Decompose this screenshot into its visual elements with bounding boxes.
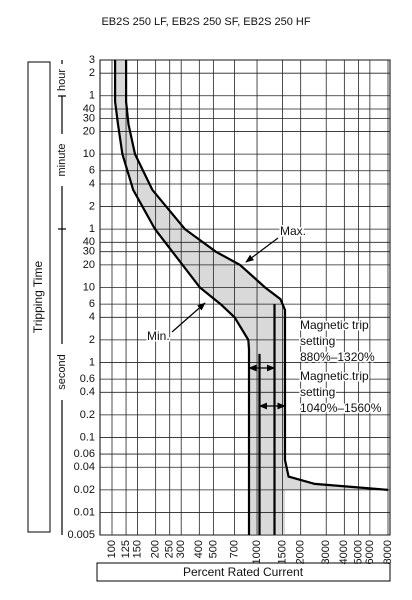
x-tick-label: 200 [150, 540, 162, 558]
x-tick-label: 300 [175, 540, 187, 558]
y-tick-label: 0.01 [74, 506, 95, 518]
tolerance-band [115, 60, 388, 535]
y-tick-label: 20 [83, 259, 95, 271]
annotation: setting [300, 385, 335, 399]
y-label-box [27, 61, 51, 533]
y-tick-label: 40 [83, 236, 95, 248]
unit-label: minute [56, 143, 68, 176]
x-tick-label: 2000 [295, 540, 307, 564]
y-tick-label: 10 [83, 148, 95, 160]
y-tick-label: 1 [89, 223, 95, 235]
y-tick-label: 3 [89, 54, 95, 66]
y-tick-label: 30 [83, 246, 95, 258]
y-tick-label: 0.4 [80, 386, 95, 398]
y-axis-label: Tripping Time [31, 261, 45, 334]
arrow [245, 237, 279, 263]
x-tick-label: 6000 [364, 540, 376, 564]
annotation: 880%–1320% [300, 350, 375, 364]
x-tick-label: 500 [207, 540, 219, 558]
x-tick-label: 150 [131, 540, 143, 558]
x-tick-label: 1000 [251, 540, 263, 564]
y-tick-label: 4 [89, 311, 95, 323]
unit-label: second [56, 354, 68, 389]
x-tick-label: 250 [164, 540, 176, 558]
y-tick-label: 0.04 [74, 461, 95, 473]
x-label-box [96, 562, 391, 582]
x-tick-label: 400 [193, 540, 205, 558]
y-tick-label: 6 [89, 165, 95, 177]
y-tick-label: 1 [89, 90, 95, 102]
y-tick-label: 30 [83, 112, 95, 124]
y-tick-label: 10 [83, 281, 95, 293]
y-tick-label: 1 [89, 356, 95, 368]
y-tick-label: 6 [89, 298, 95, 310]
x-tick-label: 3000 [320, 540, 332, 564]
unit-label: hour [56, 69, 68, 91]
x-axis-label: Percent Rated Current [183, 565, 304, 579]
x-tick-label: 125 [120, 540, 132, 558]
x-tick-label: 4000 [338, 540, 350, 564]
y-tick-label: 2 [89, 200, 95, 212]
curve [114, 60, 251, 535]
y-tick-label: 4 [89, 178, 95, 190]
y-tick-label: 40 [83, 103, 95, 115]
x-tick-label: 5000 [352, 540, 364, 564]
x-tick-label: 700 [228, 540, 240, 558]
annotation: Magnetic trip [300, 369, 369, 383]
annotation: Min. [147, 329, 170, 343]
y-tick-label: 2 [89, 67, 95, 79]
y-tick-label: 0.6 [80, 373, 95, 385]
y-tick-label: 0.06 [74, 448, 95, 460]
annotation: Max. [280, 224, 306, 238]
annotation: 1040%–1560% [300, 401, 382, 415]
y-tick-label: 0.2 [80, 409, 95, 421]
y-tick-label: 20 [83, 125, 95, 137]
annotation: Magnetic trip [300, 318, 369, 332]
y-tick-label: 0.1 [80, 431, 95, 443]
arrow [171, 302, 206, 333]
unit-brackets [58, 60, 66, 535]
annotation: setting [300, 334, 335, 348]
y-tick-label: 0.005 [67, 529, 95, 541]
x-tick-label: 1500 [276, 540, 288, 564]
y-tick-label: 2 [89, 334, 95, 346]
x-tick-label: 100 [106, 540, 118, 558]
chart-title: EB2S 250 LF, EB2S 250 SF, EB2S 250 HF [101, 16, 310, 28]
curve [125, 60, 389, 491]
x-tick-label: 8000 [382, 540, 394, 564]
y-tick-label: 0.02 [74, 484, 95, 496]
